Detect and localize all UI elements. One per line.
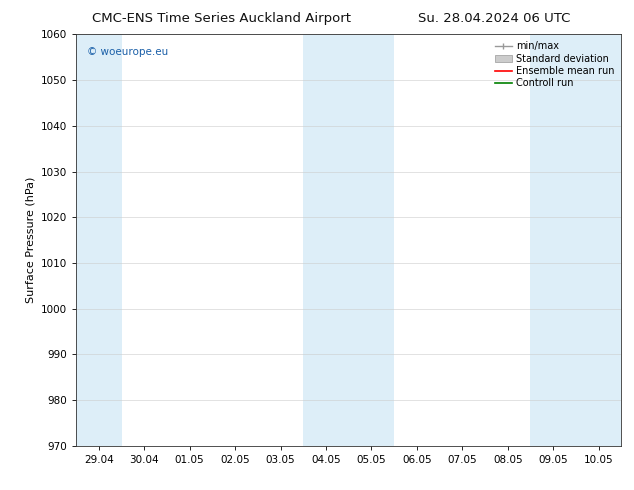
Y-axis label: Surface Pressure (hPa): Surface Pressure (hPa) [25, 177, 36, 303]
Legend: min/max, Standard deviation, Ensemble mean run, Controll run: min/max, Standard deviation, Ensemble me… [493, 39, 616, 90]
Bar [76, 34, 122, 446]
Text: CMC-ENS Time Series Auckland Airport: CMC-ENS Time Series Auckland Airport [93, 12, 351, 25]
Text: © woeurope.eu: © woeurope.eu [87, 47, 168, 57]
Text: Su. 28.04.2024 06 UTC: Su. 28.04.2024 06 UTC [418, 12, 571, 25]
Bar [303, 34, 394, 446]
Bar [531, 34, 621, 446]
